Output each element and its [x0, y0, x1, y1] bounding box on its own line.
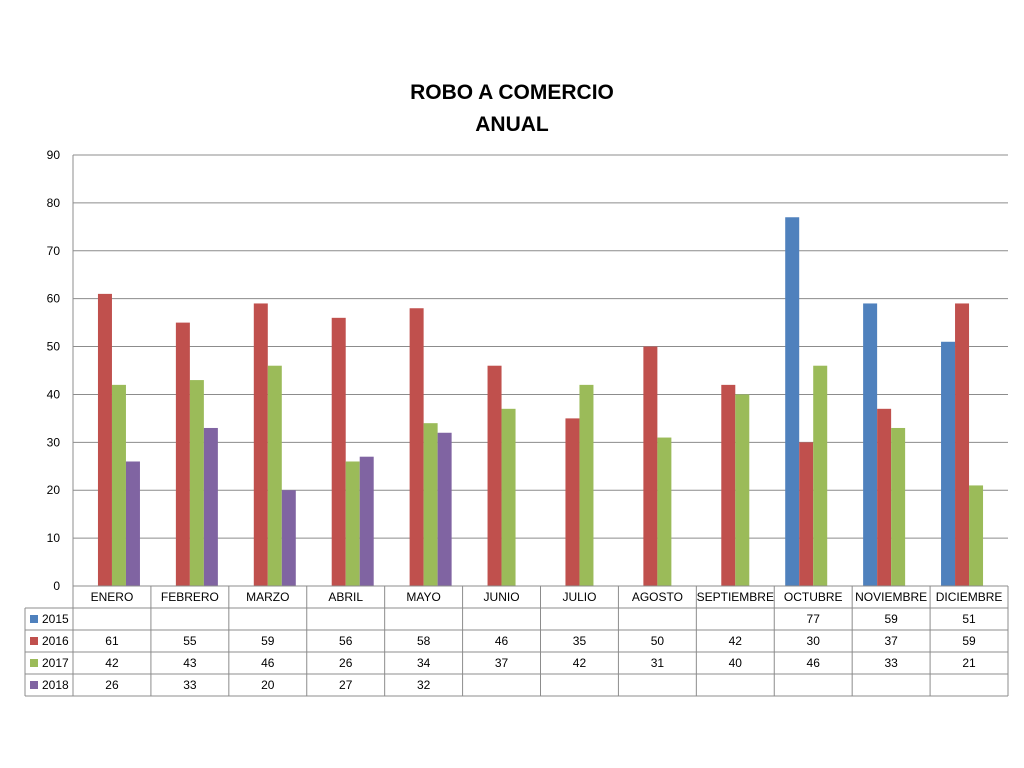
- data-table-value: 30: [807, 634, 821, 648]
- bar-2016: [721, 384, 736, 586]
- data-table-value: 27: [339, 678, 353, 692]
- x-tick-label: AGOSTO: [632, 590, 683, 604]
- legend-swatch-2018: [30, 681, 38, 689]
- bar-2016: [97, 293, 112, 586]
- y-tick-label: 0: [53, 579, 60, 593]
- bar-2016: [955, 303, 970, 586]
- data-table-value: 46: [807, 656, 821, 670]
- y-tick-label: 30: [47, 435, 61, 449]
- data-table-value: 31: [651, 656, 665, 670]
- data-table-value: 50: [651, 634, 665, 648]
- data-table-value: 46: [261, 656, 275, 670]
- data-table-value: 33: [183, 678, 197, 692]
- data-table-value: 59: [962, 634, 976, 648]
- bar-2017: [969, 485, 984, 586]
- bar-2016: [643, 346, 658, 586]
- x-tick-label: SEPTIEMBRE: [697, 590, 774, 604]
- bar-2018: [437, 432, 452, 586]
- bar-2016: [565, 418, 580, 586]
- data-table-value: 42: [105, 656, 119, 670]
- data-table-value: 26: [339, 656, 353, 670]
- x-tick-label: JULIO: [562, 590, 596, 604]
- data-table-value: 37: [495, 656, 509, 670]
- x-tick-label: ENERO: [91, 590, 134, 604]
- bar-2017: [579, 384, 594, 586]
- bar-2018: [203, 427, 218, 586]
- data-table-value: 58: [417, 634, 431, 648]
- legend-label: 2016: [42, 634, 69, 648]
- bar-2017: [267, 365, 282, 586]
- x-tick-label: NOVIEMBRE: [855, 590, 927, 604]
- data-table-value: 42: [573, 656, 587, 670]
- data-table-value: 21: [962, 656, 976, 670]
- x-tick-label: DICIEMBRE: [936, 590, 1003, 604]
- legend-swatch-2016: [30, 637, 38, 645]
- data-table-value: 20: [261, 678, 275, 692]
- bar-2015: [941, 341, 956, 586]
- data-table-value: 46: [495, 634, 509, 648]
- data-table-value: 43: [183, 656, 197, 670]
- bar-2016: [175, 322, 190, 586]
- bar-2017: [735, 394, 750, 586]
- chart-title-line: ROBO A COMERCIO: [410, 81, 614, 104]
- data-table-value: 34: [417, 656, 431, 670]
- legend-label: 2017: [42, 656, 69, 670]
- data-table-value: 77: [807, 612, 821, 626]
- data-table-value: 55: [183, 634, 197, 648]
- bar-2017: [345, 461, 360, 586]
- y-tick-label: 10: [47, 531, 61, 545]
- x-tick-label: ABRIL: [328, 590, 363, 604]
- data-table-value: 33: [884, 656, 898, 670]
- bar-2018: [281, 490, 296, 586]
- x-tick-label: JUNIO: [484, 590, 520, 604]
- bar-2015: [863, 303, 878, 586]
- bar-2017: [813, 365, 828, 586]
- chart-title-line: ANUAL: [475, 113, 549, 136]
- bar-2015: [785, 217, 800, 586]
- bar-2016: [877, 408, 892, 586]
- bar-2017: [189, 380, 204, 586]
- data-table-value: 56: [339, 634, 353, 648]
- bar-2016: [487, 365, 502, 586]
- data-table-value: 37: [884, 634, 898, 648]
- data-table-value: 32: [417, 678, 431, 692]
- y-tick-label: 80: [47, 196, 61, 210]
- y-tick-label: 70: [47, 244, 61, 258]
- bar-2017: [111, 384, 126, 586]
- bar-2017: [891, 427, 906, 586]
- x-tick-label: MARZO: [246, 590, 289, 604]
- x-tick-label: FEBRERO: [161, 590, 219, 604]
- x-tick-label: OCTUBRE: [784, 590, 843, 604]
- bar-2016: [409, 308, 424, 586]
- data-table-value: 40: [729, 656, 743, 670]
- data-table-value: 26: [105, 678, 119, 692]
- legend-label: 2015: [42, 612, 69, 626]
- bar-2017: [423, 423, 438, 586]
- y-tick-label: 40: [47, 387, 61, 401]
- legend-swatch-2017: [30, 659, 38, 667]
- x-tick-label: MAYO: [406, 590, 440, 604]
- data-table-value: 35: [573, 634, 587, 648]
- bar-2017: [657, 437, 672, 586]
- data-table-value: 51: [962, 612, 976, 626]
- bar-2017: [501, 408, 516, 586]
- data-table-value: 42: [729, 634, 743, 648]
- bar-2018: [125, 461, 140, 586]
- y-tick-label: 20: [47, 483, 61, 497]
- data-table-value: 61: [105, 634, 119, 648]
- y-tick-label: 50: [47, 340, 61, 354]
- bar-2016: [799, 442, 814, 586]
- legend-label: 2018: [42, 678, 69, 692]
- bar-2018: [359, 456, 374, 586]
- bar-2016: [253, 303, 268, 586]
- data-table-value: 59: [261, 634, 275, 648]
- data-table-value: 59: [884, 612, 898, 626]
- legend-swatch-2015: [30, 615, 38, 623]
- y-tick-label: 60: [47, 292, 61, 306]
- bar-2016: [331, 317, 346, 586]
- y-tick-label: 90: [47, 148, 61, 162]
